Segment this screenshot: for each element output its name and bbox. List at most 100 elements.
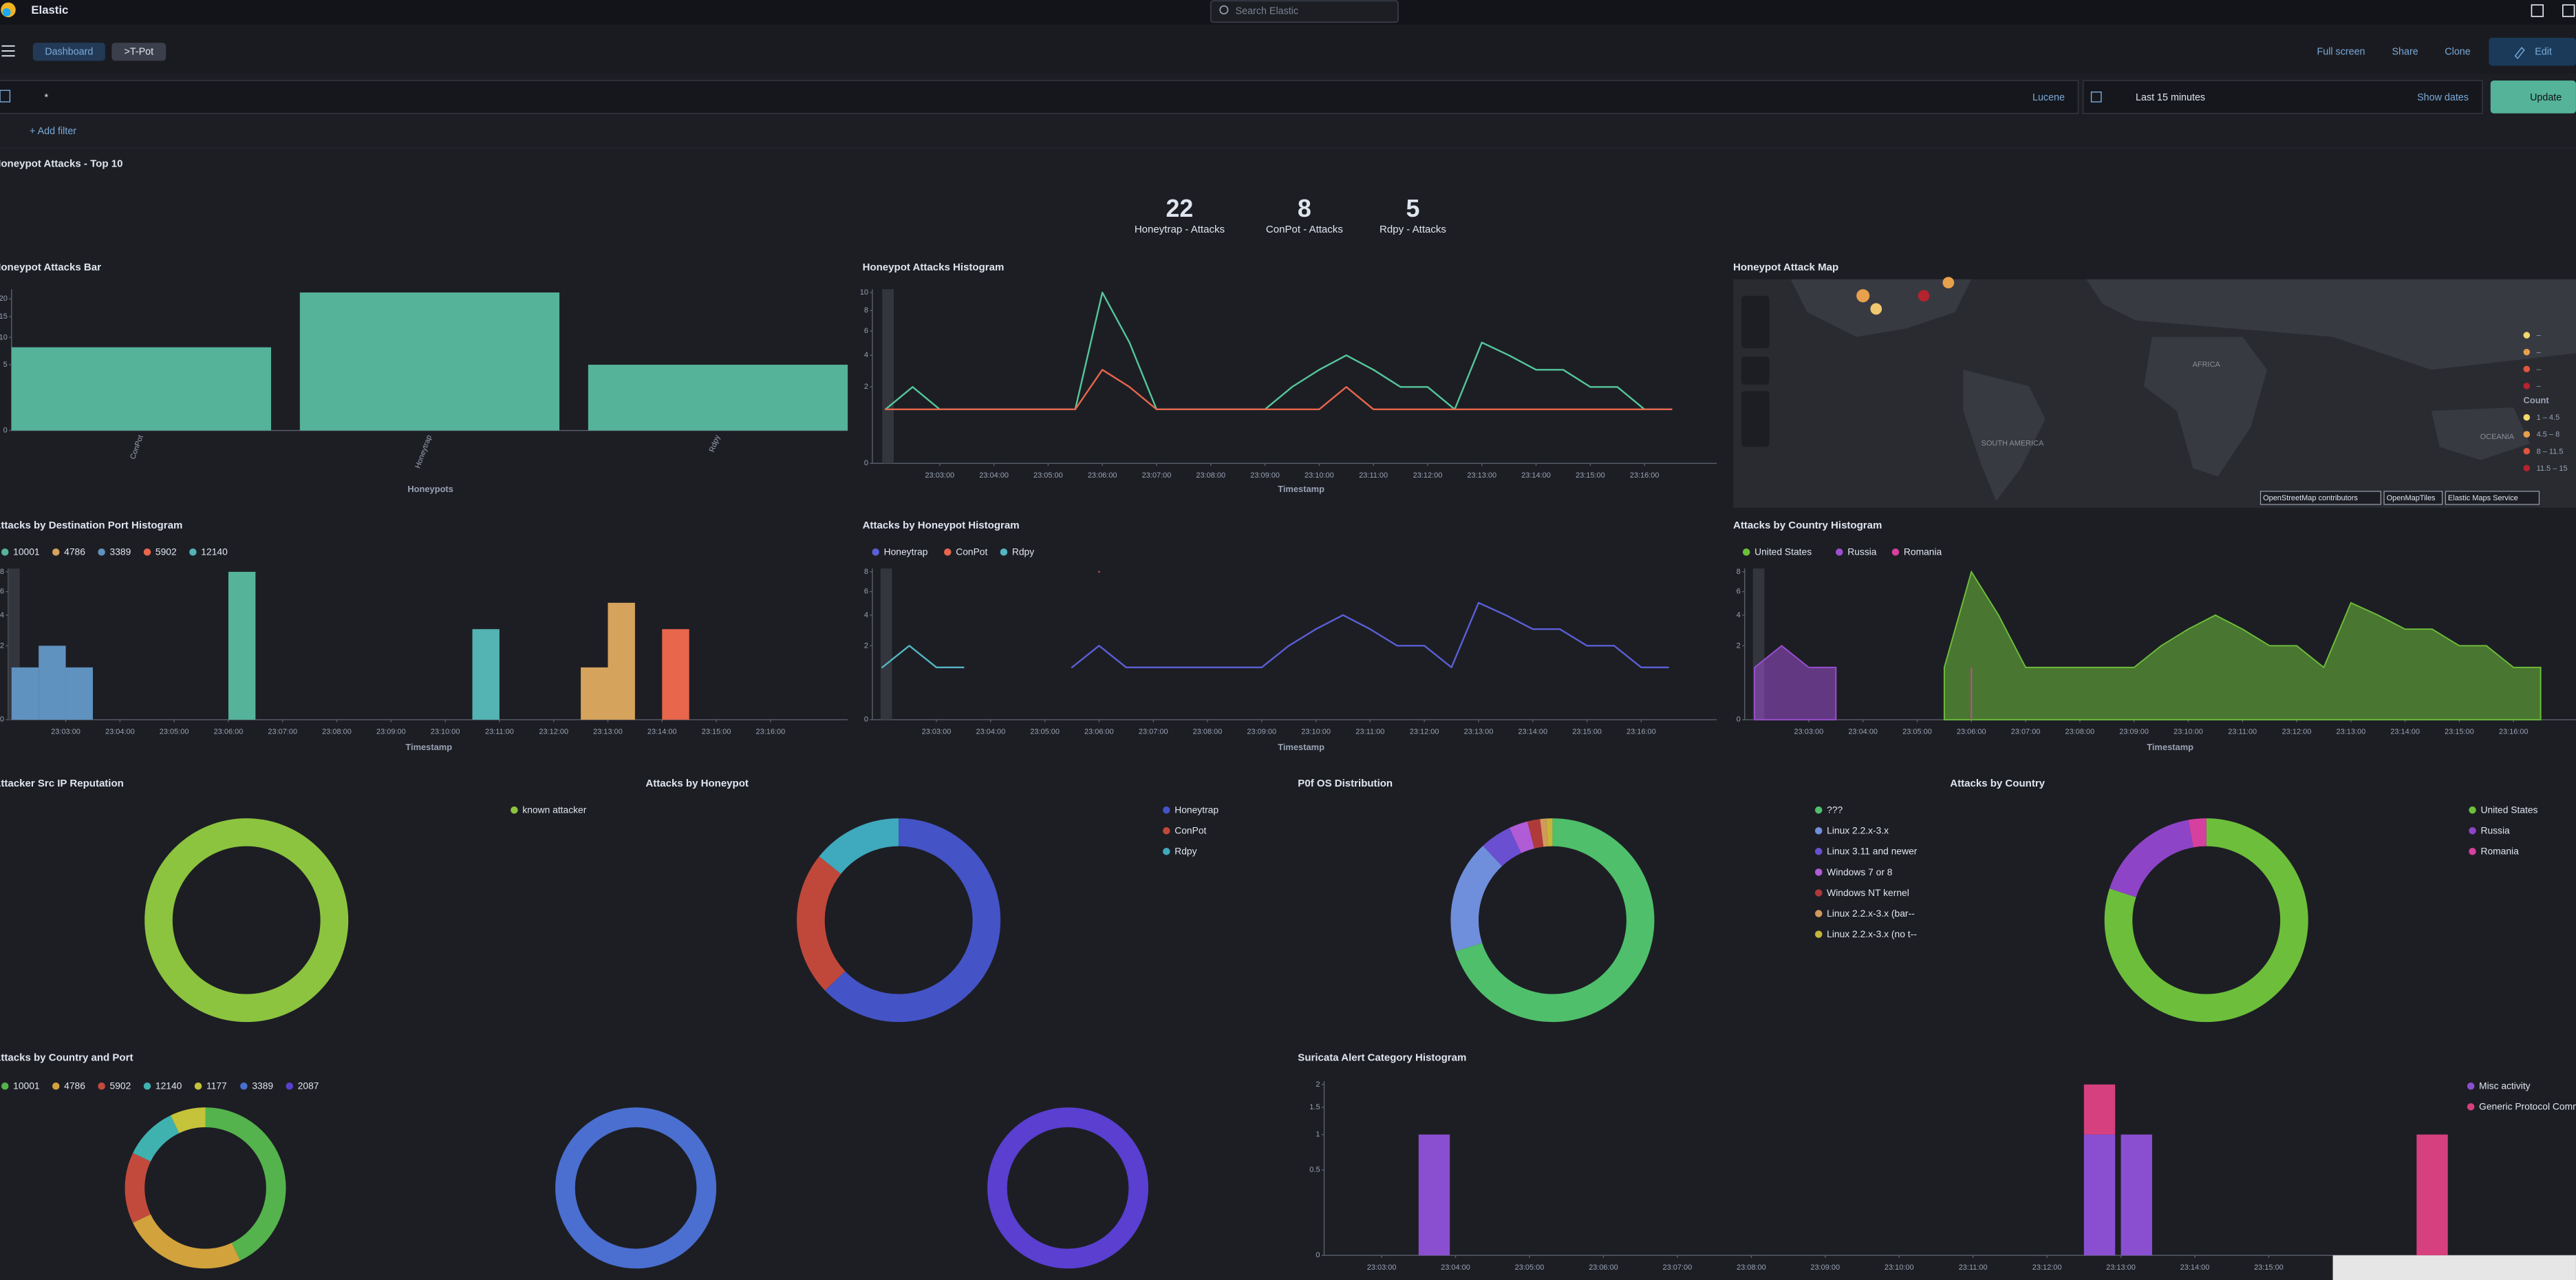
legend-swatch: [1, 1082, 9, 1090]
donut-slice: [555, 1107, 717, 1269]
x-tick-label: 23:15:00: [2254, 1263, 2284, 1272]
map-control[interactable]: [1741, 391, 1770, 447]
help-icon[interactable]: [2531, 4, 2544, 17]
legend-label: Generic Protocol Command Decode: [2479, 1101, 2576, 1112]
y-tick-label: 0.5: [1309, 1166, 1320, 1174]
breadcrumb-pill[interactable]: [32, 43, 105, 61]
query-text[interactable]: *: [45, 92, 49, 103]
update-label[interactable]: Update: [2530, 92, 2562, 103]
x-tick-label: 23:09:00: [1810, 1263, 1840, 1272]
query-language[interactable]: Lucene: [2032, 92, 2065, 103]
x-tick-label: 23:10:00: [1885, 1263, 1914, 1272]
legend-swatch: [2469, 848, 2476, 855]
legend-label: Russia: [1847, 546, 1877, 557]
legend-swatch: [194, 1082, 202, 1090]
legend-swatch: [511, 806, 518, 814]
logo-part: [2, 8, 11, 17]
query-menu-icon[interactable]: [0, 89, 11, 103]
search-placeholder[interactable]: Search Elastic: [1236, 6, 1298, 17]
legend-swatch: [1, 548, 9, 556]
show-dates[interactable]: Show dates: [2417, 92, 2469, 103]
bar: [581, 667, 608, 720]
map-point[interactable]: [1942, 277, 1955, 289]
x-tick-label: 23:15:00: [702, 728, 731, 736]
legend-swatch: [1163, 848, 1170, 855]
time-range[interactable]: Last 15 minutes: [2136, 92, 2205, 103]
legend-swatch: [2523, 348, 2531, 356]
legend-swatch: [2467, 1082, 2475, 1090]
legend-swatch: [143, 548, 151, 556]
bar: [2416, 1134, 2448, 1256]
map-point[interactable]: [1870, 303, 1882, 315]
x-tick-label: 23:06:00: [1088, 471, 1117, 480]
user-icon[interactable]: [2562, 4, 2575, 17]
panel-title: Honeypot Attacks Histogram: [863, 262, 1005, 273]
action-link[interactable]: Clone: [2445, 47, 2470, 58]
y-tick-label: 0: [1316, 1251, 1320, 1259]
legend-label: Linux 2.2.x-3.x (bar--: [1827, 908, 1915, 919]
y-tick-label: 8: [0, 568, 4, 576]
legend-swatch: [2523, 365, 2531, 373]
legend-swatch: [143, 1082, 151, 1090]
x-tick-label: 23:13:00: [2106, 1263, 2136, 1272]
ime-toolbar[interactable]: [2332, 1255, 2576, 1280]
update-button[interactable]: [2490, 80, 2576, 114]
map-control[interactable]: [1741, 356, 1770, 385]
action-link[interactable]: Full screen: [2317, 47, 2365, 58]
add-filter[interactable]: + Add filter: [30, 126, 76, 137]
bar: [608, 602, 635, 720]
edit-label[interactable]: Edit: [2535, 47, 2552, 58]
menu-icon[interactable]: [1, 45, 15, 57]
legend-swatch: [52, 548, 60, 556]
map-point[interactable]: [1856, 289, 1870, 303]
calendar-icon[interactable]: [2090, 91, 2102, 103]
x-tick-label: 23:15:00: [1572, 728, 1602, 736]
x-axis-title: Timestamp: [1278, 742, 1324, 752]
x-tick-label: 23:08:00: [1196, 471, 1225, 480]
donut-slice: [987, 1107, 1149, 1269]
land: [1963, 370, 2046, 502]
x-tick-label: 23:04:00: [1441, 1263, 1470, 1272]
legend-swatch: [189, 548, 197, 556]
x-tick-label: 23:13:00: [2336, 728, 2365, 736]
legend-swatch: [2523, 332, 2531, 339]
x-tick-label: 23:10:00: [431, 728, 460, 736]
brand: Elastic: [31, 3, 68, 17]
legend-label: ConPot: [1174, 825, 1206, 836]
selection-marker: [880, 568, 892, 720]
map-control[interactable]: [1741, 295, 1770, 349]
x-axis-title: Timestamp: [2147, 742, 2193, 752]
legend-label: ???: [1827, 804, 1843, 815]
action-link[interactable]: Share: [2392, 47, 2418, 58]
date-picker[interactable]: [2082, 80, 2483, 114]
map-layer: [1733, 277, 2576, 508]
legend-swatch: [872, 548, 879, 556]
panel-title: P0f OS Distribution: [1298, 778, 1393, 789]
x-tick-label: 23:09:00: [376, 728, 406, 736]
edit-button[interactable]: [2489, 37, 2576, 66]
legend-label: Romania: [1904, 546, 1942, 557]
x-tick-label: 23:08:00: [1193, 728, 1223, 736]
area: [1943, 570, 2542, 721]
query-bar[interactable]: [0, 80, 2079, 114]
legend-swatch: [1163, 806, 1170, 814]
bar: [1418, 1134, 1450, 1256]
y-tick-label: 4: [1737, 611, 1741, 619]
legend-label: 2087: [298, 1080, 319, 1091]
breadcrumb[interactable]: Dashboard: [45, 47, 93, 58]
legend-swatch: [52, 1082, 60, 1090]
legend-swatch: [98, 548, 105, 556]
map-point[interactable]: [1918, 290, 1930, 302]
legend-label: 5902: [110, 1080, 131, 1091]
x-tick-label: 23:11:00: [2228, 728, 2257, 736]
search-icon: [1219, 5, 1229, 14]
search-box[interactable]: [1210, 0, 1399, 23]
x-tick-label: 23:06:00: [1957, 728, 1986, 736]
panel-title: Suricata Alert Category Histogram: [1298, 1052, 1466, 1064]
y-tick-label: 0: [864, 716, 868, 724]
x-tick-label: 23:06:00: [1084, 728, 1114, 736]
x-tick-label: 23:15:00: [2445, 728, 2474, 736]
breadcrumb-pill: [111, 43, 167, 61]
bar: [2083, 1084, 2116, 1135]
x-tick-label: 23:05:00: [1033, 471, 1063, 480]
